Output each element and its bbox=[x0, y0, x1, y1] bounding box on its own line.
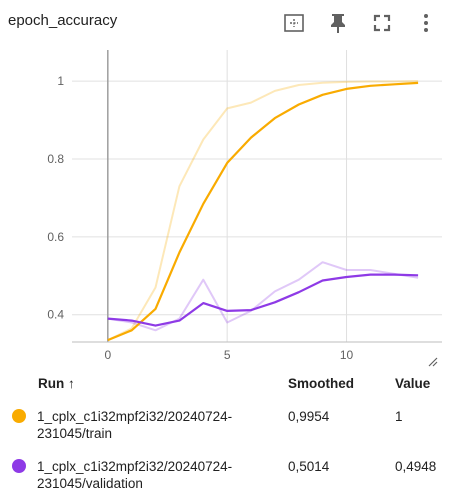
y-tick-label: 0.8 bbox=[47, 152, 64, 166]
chart-toolbar bbox=[279, 8, 441, 38]
x-tick-label: 10 bbox=[340, 348, 354, 360]
more-options-button[interactable] bbox=[411, 8, 441, 38]
fullscreen-button[interactable] bbox=[367, 8, 397, 38]
y-tick-label: 0.6 bbox=[47, 230, 64, 244]
run-name: 1_cplx_c1i32mpf2i32/20240724-231045/trai… bbox=[37, 409, 233, 441]
x-tick-label: 5 bbox=[224, 348, 231, 360]
raw-value: 0,4948 bbox=[395, 459, 437, 474]
validation-color-dot bbox=[12, 459, 26, 473]
fullscreen-icon bbox=[373, 14, 391, 32]
fit-domain-button[interactable] bbox=[279, 8, 309, 38]
train-color-dot bbox=[12, 409, 26, 423]
smoothed-value: 0,5014 bbox=[288, 459, 330, 474]
line-chart[interactable]: 0.40.60.810 5 10 bbox=[0, 40, 455, 360]
run-name: 1_cplx_c1i32mpf2i32/20240724-231045/vali… bbox=[37, 459, 233, 491]
raw-series-line-0 bbox=[107, 80, 419, 341]
smoothed-value: 0,9954 bbox=[288, 409, 330, 424]
more-vert-icon bbox=[424, 14, 428, 32]
raw-value: 1 bbox=[395, 409, 403, 424]
smoothed-series-layer bbox=[107, 81, 419, 342]
run-column-header[interactable]: Run ↑ bbox=[38, 376, 75, 391]
tick-labels: 0.40.60.810 5 10 bbox=[47, 74, 353, 360]
y-tick-label: 1 bbox=[57, 74, 64, 88]
value-column-header[interactable]: Value bbox=[395, 376, 431, 391]
raw-series-line-1 bbox=[107, 261, 419, 332]
smoothed-series-line-0 bbox=[107, 81, 419, 342]
y-tick-label: 0.4 bbox=[47, 308, 64, 322]
x-tick-label: 0 bbox=[104, 348, 111, 360]
chart-title: epoch_accuracy bbox=[8, 12, 118, 29]
pin-icon bbox=[331, 14, 345, 33]
pin-button[interactable] bbox=[323, 8, 353, 38]
resize-handle-icon[interactable] bbox=[427, 356, 439, 368]
smoothed-column-header[interactable]: Smoothed bbox=[288, 376, 354, 391]
chart-grid bbox=[72, 50, 442, 343]
raw-series-layer bbox=[107, 80, 419, 341]
smoothed-series-line-1 bbox=[107, 273, 419, 327]
fit-domain-icon bbox=[284, 14, 304, 32]
